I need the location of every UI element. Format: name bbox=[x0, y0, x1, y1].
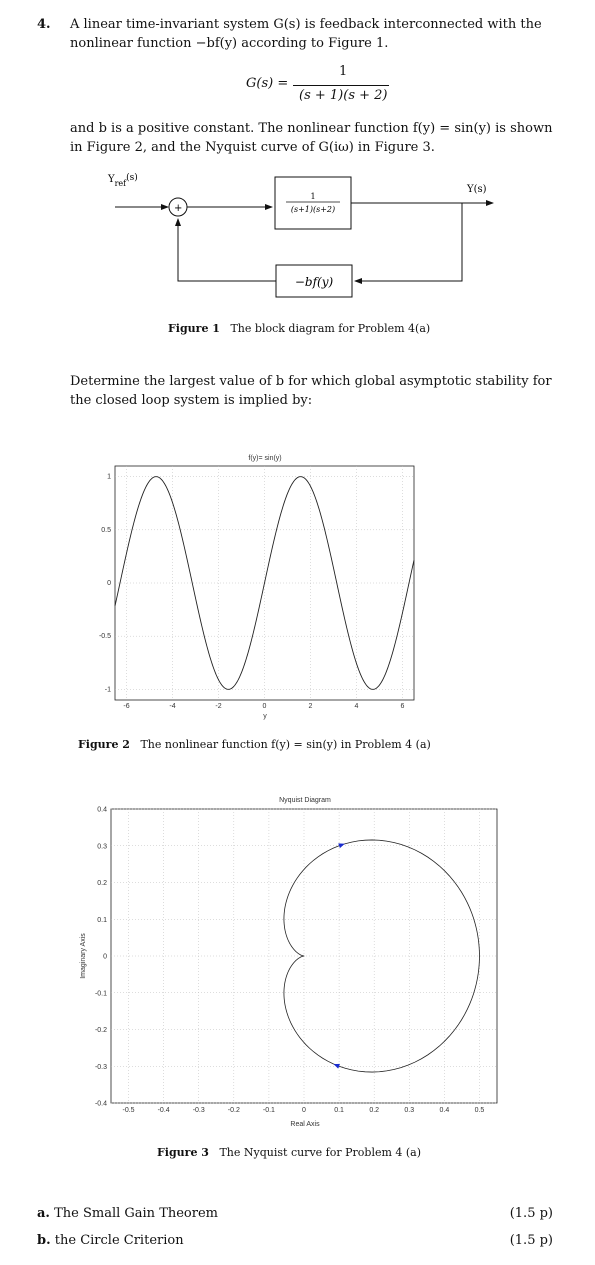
nyquist-ytick-label: 0 bbox=[103, 954, 107, 961]
plant-numerator: 1 bbox=[310, 192, 315, 201]
nyquist-curve bbox=[283, 839, 480, 1073]
nyquist-direction-arrow bbox=[333, 1063, 340, 1069]
nyquist-xlabel: Real Axis bbox=[290, 1121, 320, 1128]
sine-curve bbox=[114, 476, 415, 690]
sine-ytick-label: 0 bbox=[107, 580, 111, 587]
part-b: b. the Circle Criterion (1.5 p) bbox=[37, 1233, 553, 1248]
figure3-caption: Figure 3 The Nyquist curve for Problem 4… bbox=[157, 1146, 422, 1159]
nyquist-ytick-label: -0.4 bbox=[95, 1101, 107, 1108]
nyquist-title: Nyquist Diagram bbox=[279, 797, 331, 804]
nyquist-direction-arrow bbox=[338, 843, 345, 849]
feedback-line-left bbox=[175, 218, 276, 282]
sine-xtick-label: 6 bbox=[401, 703, 405, 710]
nyquist-ylabel: Imaginary Axis bbox=[80, 933, 87, 979]
question-line-2: the closed loop system is implied by: bbox=[70, 393, 313, 408]
nyquist-xtick-label: -0.2 bbox=[228, 1107, 240, 1114]
nyquist-xtick-label: 0.2 bbox=[369, 1107, 379, 1114]
sum-sign: + bbox=[174, 203, 182, 214]
nyquist-ytick-label: 0.3 bbox=[97, 843, 107, 850]
transfer-lhs: G(s) = bbox=[246, 76, 289, 91]
sine-chart: f(y)= sin(y) -6 -4 -2 0 2 4 6 1 0.5 0 -0.5 -1 y bbox=[99, 455, 415, 720]
input-label: Yref(s) bbox=[107, 172, 138, 188]
sine-xtick-label: 0 bbox=[263, 703, 267, 710]
plant-block bbox=[274, 176, 352, 230]
output-label: Y(s) bbox=[466, 184, 487, 195]
nyquist-xtick-label: -0.3 bbox=[193, 1107, 205, 1114]
intro-line-1: A linear time-invariant system G(s) is f… bbox=[70, 17, 542, 32]
figure1-caption: Figure 1 The block diagram for Problem 4… bbox=[168, 322, 431, 335]
nyquist-ytick-label: -0.3 bbox=[95, 1064, 107, 1071]
nyquist-xtick-label: 0 bbox=[302, 1107, 306, 1114]
sine-xlabel: y bbox=[263, 713, 267, 720]
intro-line-2: nonlinear function −bf(y) according to F… bbox=[70, 36, 389, 51]
fraction-bar bbox=[293, 85, 389, 86]
transfer-numerator: 1 bbox=[339, 64, 348, 79]
sine-ytick-label: -0.5 bbox=[99, 633, 111, 640]
transfer-denominator: (s + 1)(s + 2) bbox=[299, 88, 388, 103]
figure2-caption: Figure 2 The nonlinear function f(y) = s… bbox=[78, 738, 431, 751]
nyquist-xtick-label: 0.4 bbox=[439, 1107, 449, 1114]
desc-line-1: and b is a positive constant. The nonlin… bbox=[70, 121, 553, 136]
nyquist-chart: Nyquist Diagram -0.5 -0.4 -0.3 -0.2 -0.1 0 0.1… bbox=[80, 797, 498, 1128]
part-a: a. The Small Gain Theorem (1.5 p) bbox=[37, 1206, 553, 1221]
sine-xtick-label: -6 bbox=[123, 703, 129, 710]
nyquist-ytick-label: 0.1 bbox=[97, 917, 107, 924]
feedback-label: −bf(y) bbox=[295, 275, 334, 289]
block-diagram: Yref(s) + 1 (s+1)(s+2) Y(s) −bf(y) bbox=[107, 172, 494, 298]
nyquist-ytick-label: -0.1 bbox=[95, 990, 107, 997]
nyquist-xtick-label: -0.5 bbox=[123, 1107, 135, 1114]
sine-xtick-label: 2 bbox=[309, 703, 313, 710]
nyquist-ytick-label: 0.2 bbox=[97, 880, 107, 887]
plant-denominator: (s+1)(s+2) bbox=[291, 205, 335, 214]
sine-ytick-label: 1 bbox=[107, 474, 111, 481]
nyquist-xtick-label: -0.1 bbox=[263, 1107, 275, 1114]
sine-ytick-label: 0.5 bbox=[101, 527, 111, 534]
sine-xtick-label: 4 bbox=[355, 703, 359, 710]
sine-xtick-label: -2 bbox=[215, 703, 221, 710]
sine-ytick-label: -1 bbox=[105, 686, 111, 693]
desc-line-2: in Figure 2, and the Nyquist curve of G(… bbox=[70, 140, 435, 155]
sine-chart-title: f(y)= sin(y) bbox=[248, 455, 281, 462]
question-line-1: Determine the largest value of b for whi… bbox=[70, 374, 552, 389]
problem-number: 4. bbox=[37, 17, 51, 32]
sine-xtick-label: -4 bbox=[169, 703, 175, 710]
nyquist-xtick-label: 0.3 bbox=[404, 1107, 414, 1114]
nyquist-ytick-label: -0.2 bbox=[95, 1027, 107, 1034]
nyquist-xtick-label: 0.1 bbox=[334, 1107, 344, 1114]
feedback-line-right bbox=[354, 203, 463, 284]
transfer-function: G(s) = 1 (s + 1)(s + 2) bbox=[236, 62, 406, 106]
nyquist-ytick-label: 0.4 bbox=[97, 807, 107, 814]
nyquist-xtick-label: -0.4 bbox=[158, 1107, 170, 1114]
nyquist-xtick-label: 0.5 bbox=[475, 1107, 485, 1114]
